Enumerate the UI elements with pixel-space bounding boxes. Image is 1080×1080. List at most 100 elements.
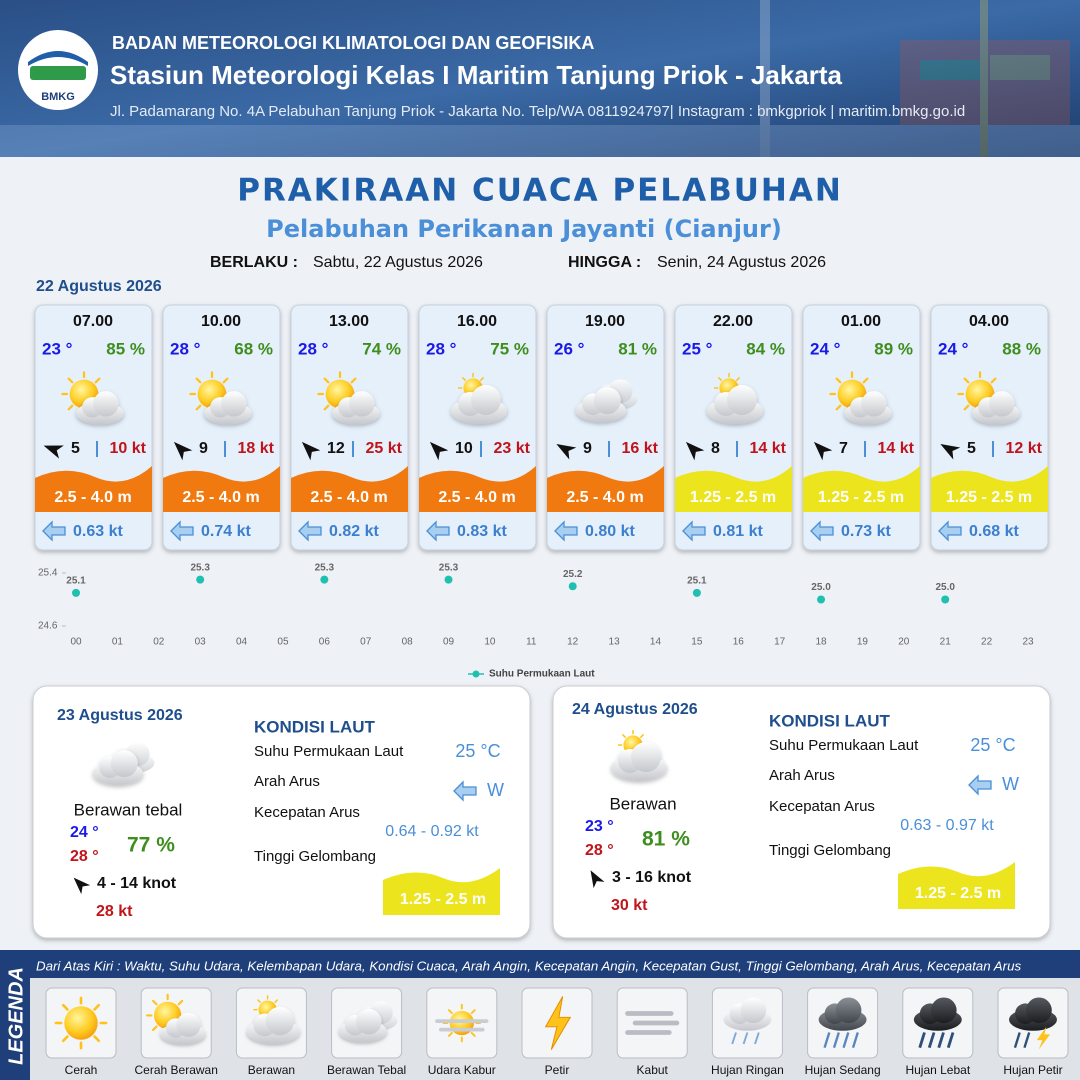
x-tick-label: 22 xyxy=(981,637,993,648)
legend-item-label: Berawan xyxy=(248,1063,295,1077)
gust: 28 kt xyxy=(96,903,133,920)
day1-date: 22 Agustus 2026 xyxy=(36,278,162,295)
x-tick-label: 06 xyxy=(319,637,331,648)
x-tick-label: 18 xyxy=(815,637,827,648)
valid-to: Senin, 24 Agustus 2026 xyxy=(657,254,826,271)
wave-height: 1.25 - 2.5 m xyxy=(818,489,904,506)
header-band xyxy=(0,0,1080,157)
sst-label: 25.2 xyxy=(563,569,583,580)
header-scenery xyxy=(0,0,1080,157)
wave-height: 2.5 - 4.0 m xyxy=(566,489,643,506)
humidity: 68 % xyxy=(234,339,273,358)
day-date: 24 Agustus 2026 xyxy=(572,701,698,718)
legend-item-label: Petir xyxy=(545,1063,570,1077)
wave-band xyxy=(803,466,920,512)
temp-max: 28 ° xyxy=(70,848,99,865)
sst-label: 25.3 xyxy=(190,562,210,573)
x-tick-label: 17 xyxy=(774,637,786,648)
wind-speed: 9 xyxy=(583,440,592,457)
sea-heading: KONDISI LAUT xyxy=(254,717,376,736)
x-tick-label: 00 xyxy=(70,637,82,648)
sst-label: Suhu Permukaan Laut xyxy=(254,743,404,760)
wave-height: 1.25 - 2.5 m xyxy=(946,489,1032,506)
time: 07.00 xyxy=(73,313,113,330)
humidity: 85 % xyxy=(106,339,145,358)
valid-to-label: HINGGA : xyxy=(568,254,641,271)
x-tick-label: 05 xyxy=(277,637,289,648)
sst-value: 25 °C xyxy=(455,741,500,761)
humidity: 89 % xyxy=(874,339,913,358)
y-tick-label: 24.6 xyxy=(38,621,58,632)
sst-label: 25.3 xyxy=(439,562,459,573)
sst-point xyxy=(941,595,950,604)
gust: 25 kt xyxy=(366,440,403,457)
air-temp: 23 ° xyxy=(42,339,73,358)
legend-strip xyxy=(0,950,30,1080)
wave-value: 1.25 - 2.5 m xyxy=(915,885,1001,902)
air-temp: 28 ° xyxy=(298,339,329,358)
condition: Berawan tebal xyxy=(74,800,183,819)
current-speed: 0.68 kt xyxy=(969,523,1019,540)
x-tick-label: 03 xyxy=(195,637,207,648)
x-tick-label: 19 xyxy=(857,637,869,648)
air-temp: 24 ° xyxy=(938,339,969,358)
speed-value: 0.64 - 0.92 kt xyxy=(385,823,479,840)
current-speed: 0.81 kt xyxy=(713,523,763,540)
day-box: 23 Agustus 2026 Berawan tebal 24 ° 28 ° 77 %… xyxy=(32,685,531,939)
speed-value: 0.63 - 0.97 kt xyxy=(900,817,994,834)
speed-label: Kecepatan Arus xyxy=(769,798,875,815)
title: PRAKIRAAN CUACA PELABUHAN xyxy=(237,173,843,209)
humidity: 77 % xyxy=(127,834,175,857)
gust: 10 kt xyxy=(110,440,147,457)
gust: 14 kt xyxy=(878,440,915,457)
wave-height: 2.5 - 4.0 m xyxy=(310,489,387,506)
y-tick-label: 25.4 xyxy=(38,568,58,579)
temp-min: 24 ° xyxy=(70,824,99,841)
current-speed: 0.80 kt xyxy=(585,523,635,540)
humidity: 74 % xyxy=(362,339,401,358)
wind-range: 3 - 16 knot xyxy=(612,869,692,886)
dir-value: W xyxy=(1002,774,1019,794)
time: 10.00 xyxy=(201,313,241,330)
air-temp: 24 ° xyxy=(810,339,841,358)
time: 01.00 xyxy=(841,313,881,330)
sst-point xyxy=(196,575,205,584)
agency: BADAN METEOROLOGI KLIMATOLOGI DAN GEOFIS… xyxy=(112,33,594,53)
air-temp: 28 ° xyxy=(170,339,201,358)
x-tick-label: 14 xyxy=(650,637,662,648)
wave-label: Tinggi Gelombang xyxy=(254,848,376,865)
legend-item-label: Berawan Tebal xyxy=(327,1063,406,1077)
dir-label: Arah Arus xyxy=(769,767,835,784)
current-speed: 0.82 kt xyxy=(329,523,379,540)
x-tick-label: 15 xyxy=(691,637,703,648)
daily-boxes: 23 Agustus 2026 Berawan tebal 24 ° 28 ° 77 %… xyxy=(32,685,1051,939)
logo-text: BMKG xyxy=(41,91,75,103)
sst-label: 25.1 xyxy=(687,576,707,587)
gust: 12 kt xyxy=(1006,440,1043,457)
x-tick-label: 02 xyxy=(153,637,165,648)
wave-value: 1.25 - 2.5 m xyxy=(400,891,486,908)
x-tick-label: 07 xyxy=(360,637,372,648)
air-temp: 26 ° xyxy=(554,339,585,358)
gust: 18 kt xyxy=(238,440,275,457)
x-tick-label: 21 xyxy=(940,637,952,648)
wave-band xyxy=(35,466,152,512)
condition: Berawan xyxy=(609,794,676,813)
valid-from-label: BERLAKU : xyxy=(210,254,298,271)
day-date: 23 Agustus 2026 xyxy=(57,707,183,724)
humidity: 88 % xyxy=(1002,339,1041,358)
wind-speed: 9 xyxy=(199,440,208,457)
wave-band xyxy=(547,466,664,512)
temp-min: 23 ° xyxy=(585,818,614,835)
sst-label: 25.1 xyxy=(66,576,86,587)
time: 13.00 xyxy=(329,313,369,330)
wind-speed: 7 xyxy=(839,440,848,457)
